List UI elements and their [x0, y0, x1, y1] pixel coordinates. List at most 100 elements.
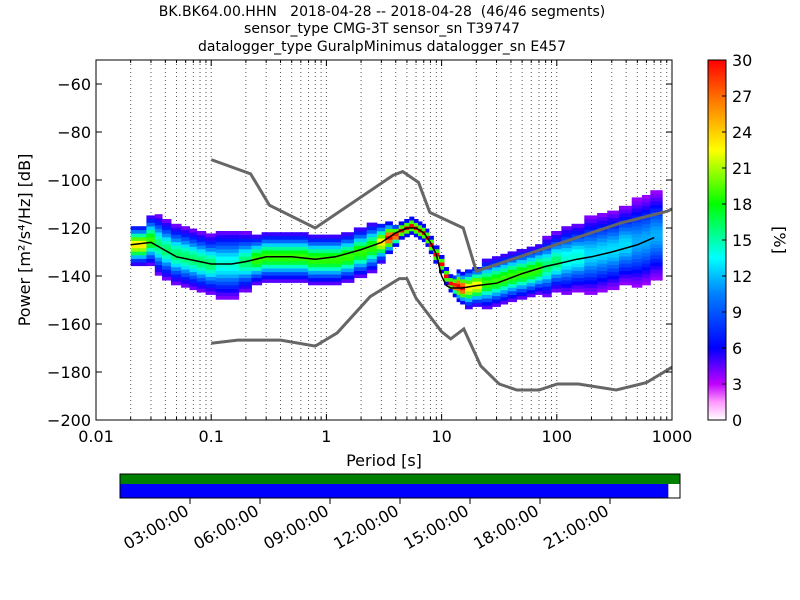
- heatmap-cell: [456, 283, 461, 288]
- heatmap-cell: [146, 258, 156, 263]
- heatmap-cell: [418, 225, 423, 229]
- heatmap-cell: [162, 229, 172, 234]
- heatmap-cell: [433, 256, 440, 261]
- heatmap-cell: [392, 232, 400, 237]
- heatmap-cell: [273, 243, 287, 247]
- heatmap-cell: [584, 283, 598, 288]
- heatmap-cell: [650, 201, 663, 205]
- heatmap-cell: [154, 221, 163, 226]
- heatmap-cell: [215, 241, 227, 246]
- heatmap-cell: [650, 244, 663, 249]
- heatmap-cell: [181, 229, 190, 234]
- heatmap-cell: [205, 251, 217, 256]
- heatmap-cell: [631, 208, 643, 213]
- heatmap-cell: [162, 226, 172, 231]
- heatmap-cell: [170, 227, 182, 232]
- heatmap-cell: [607, 214, 620, 219]
- heatmap-cell: [189, 253, 198, 258]
- heatmap-cell: [409, 220, 415, 225]
- heatmap-cell: [286, 235, 297, 240]
- chart-title-line-1: BK.BK64.00.HHN 2018-04-28 -- 2018-04-28 …: [159, 4, 605, 20]
- heatmap-cell: [353, 234, 368, 239]
- heatmap-cell: [376, 227, 386, 232]
- heatmap-cell: [607, 239, 620, 244]
- heatmap-cell: [136, 229, 147, 234]
- y-axis-label: Power [m²/s⁴/Hz] [dB]: [15, 154, 34, 327]
- heatmap-cell: [438, 255, 445, 259]
- heatmap-cell: [500, 286, 509, 291]
- heatmap-cell: [443, 281, 450, 286]
- heatmap-cell: [413, 222, 419, 227]
- heatmap-cell: [443, 267, 450, 271]
- heatmap-cell: [551, 249, 562, 253]
- heatmap-cell: [452, 282, 458, 287]
- heatmap-cell: [650, 226, 663, 231]
- heatmap-cell: [225, 288, 240, 293]
- heatmap-cell: [385, 228, 393, 233]
- heatmap-cell: [584, 262, 598, 267]
- heatmap-cell: [650, 269, 663, 274]
- heatmap-cell: [584, 215, 598, 220]
- heatmap-cell: [618, 241, 633, 246]
- heatmap-cell: [170, 234, 182, 239]
- heatmap-cell: [215, 245, 227, 250]
- heatmap-cell: [320, 267, 332, 271]
- heatmap-cell: [146, 237, 156, 241]
- heatmap-cell: [516, 285, 528, 289]
- heatmap-cell: [286, 275, 297, 280]
- heatmap-cell: [215, 231, 227, 235]
- heatmap-cell: [154, 232, 163, 237]
- heatmap-cell: [296, 235, 309, 240]
- heatmap-cell: [146, 233, 156, 238]
- heatmap-cell: [607, 221, 620, 226]
- heatmap-cell: [460, 297, 466, 301]
- heatmap-cell: [130, 226, 137, 231]
- heatmap-cell: [571, 223, 585, 228]
- heatmap-cell: [650, 233, 663, 238]
- heatmap-cell: [465, 283, 473, 288]
- heatmap-cell: [366, 258, 378, 263]
- heatmap-cell: [215, 249, 227, 253]
- heatmap-cell: [433, 259, 440, 264]
- heatmap-cell: [154, 243, 163, 247]
- heatmap-cell: [571, 256, 585, 261]
- heatmap-cell: [376, 256, 386, 261]
- heatmap-cell: [273, 250, 287, 255]
- heatmap-cell: [409, 216, 415, 221]
- heatmap-cell: [526, 257, 536, 262]
- heatmap-cell: [542, 250, 552, 255]
- heatmap-cell: [196, 256, 207, 261]
- heatmap-cell: [353, 259, 368, 264]
- heatmap-cell: [320, 274, 332, 279]
- time-tick-label: 18:00:00: [470, 501, 542, 553]
- heatmap-cell: [130, 251, 137, 256]
- heatmap-cell: [205, 273, 217, 277]
- heatmap-cell: [460, 282, 466, 287]
- heatmap-cell: [584, 291, 598, 295]
- heatmap-cell: [413, 233, 419, 238]
- heatmap-cell: [607, 228, 620, 233]
- heatmap-cell: [526, 246, 536, 251]
- heatmap-cell: [618, 249, 633, 253]
- heatmap-cell: [261, 279, 274, 283]
- heatmap-cell: [286, 271, 297, 276]
- heatmap-cell: [170, 256, 182, 261]
- heatmap-cell: [597, 220, 608, 225]
- heatmap-cell: [330, 274, 342, 279]
- heatmap-cell: [561, 280, 573, 285]
- heatmap-cell: [196, 263, 207, 268]
- heatmap-cell: [597, 285, 608, 289]
- heatmap-cell: [296, 268, 309, 273]
- heatmap-cell: [492, 295, 501, 300]
- heatmap-cell: [376, 249, 386, 253]
- heatmap-cell: [320, 281, 332, 286]
- heatmap-cell: [526, 286, 536, 291]
- heatmap-cell: [650, 197, 663, 202]
- heatmap-cell: [460, 293, 466, 298]
- heatmap-cell: [597, 270, 608, 275]
- heatmap-cell: [215, 292, 227, 297]
- heatmap-cell: [641, 249, 651, 253]
- heatmap-cell: [641, 223, 651, 228]
- heatmap-cell: [456, 294, 461, 299]
- heatmap-cell: [448, 285, 454, 289]
